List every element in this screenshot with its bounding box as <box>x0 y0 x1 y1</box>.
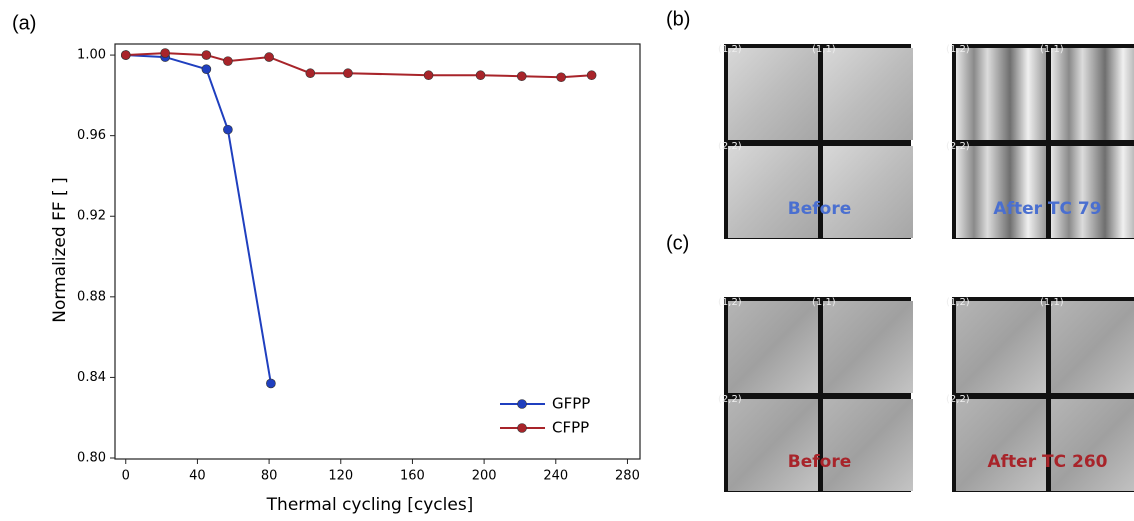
legend-label: CFPP <box>552 419 589 437</box>
x-tick-label: 80 <box>261 469 278 484</box>
image-caption: Before <box>788 199 851 219</box>
y-tick-label: 0.84 <box>77 370 106 385</box>
cell <box>1051 301 1134 393</box>
data-point <box>266 378 276 389</box>
data-point <box>223 56 233 66</box>
y-tick-label: 0.88 <box>77 289 106 304</box>
data-point <box>120 50 131 60</box>
image-caption: Before <box>788 452 851 472</box>
el-image: (1,2) (1,1) (2,2) Before <box>718 44 913 239</box>
panel-label: (a) <box>12 12 36 34</box>
cell-label: (1,2) <box>946 297 970 308</box>
data-point <box>201 50 212 60</box>
y-tick-label: 0.96 <box>77 128 106 143</box>
cell-label: (1,2) <box>946 44 970 55</box>
legend-label: GFPP <box>552 395 590 413</box>
y-tick-label: 1.00 <box>77 48 106 63</box>
cell <box>1051 48 1134 140</box>
cell <box>1051 146 1134 238</box>
el-image: (1,2) (1,1) (2,2) Before <box>718 297 913 492</box>
cell-label: (1,1) <box>1040 44 1064 55</box>
plot-frame <box>114 43 641 460</box>
cell <box>728 48 818 140</box>
cell-label: (2,2) <box>718 394 742 405</box>
cell-label: (1,2) <box>718 44 742 55</box>
cell-label: (2,2) <box>946 394 970 405</box>
cell <box>728 399 818 491</box>
cell <box>956 399 1046 491</box>
cell <box>823 146 913 238</box>
x-tick-label: 200 <box>472 469 497 484</box>
x-tick-label: 0 <box>122 469 130 484</box>
y-tick-label: 0.92 <box>77 209 106 224</box>
x-tick-label: 280 <box>615 469 640 484</box>
data-point <box>423 70 434 81</box>
data-point <box>201 64 212 74</box>
el-image: (1,2) (1,1) (2,2) After TC 79 <box>946 44 1134 239</box>
y-tick-label: 0.80 <box>77 450 106 465</box>
legend-marker <box>517 399 527 409</box>
x-tick-label: 160 <box>400 469 425 484</box>
series-line <box>125 54 272 384</box>
x-tick-label: 120 <box>328 469 353 484</box>
cell <box>956 146 1046 238</box>
cell <box>823 301 913 393</box>
panel-label: (b) <box>666 8 690 30</box>
panel-label: (c) <box>666 232 689 254</box>
x-tick-label: 40 <box>189 469 206 484</box>
data-point <box>556 72 566 83</box>
image-caption: After TC 79 <box>993 199 1101 219</box>
image-caption: After TC 260 <box>988 452 1108 472</box>
cell-label: (1,1) <box>1040 297 1064 308</box>
cell <box>823 399 913 491</box>
cell <box>1051 399 1134 491</box>
data-point <box>586 70 597 81</box>
legend-marker <box>517 423 527 433</box>
data-point <box>475 70 486 81</box>
y-axis-label: Normalized FF [ ] <box>50 177 70 322</box>
el-image: (1,2) (1,1) (2,2) After TC 260 <box>946 297 1134 492</box>
x-tick-label: 240 <box>543 469 568 484</box>
series-line <box>125 52 592 79</box>
cell-label: (2,2) <box>946 141 970 152</box>
data-point <box>343 68 353 79</box>
cell <box>956 301 1046 393</box>
data-point <box>305 68 316 79</box>
data-point <box>223 124 233 135</box>
cell <box>728 301 818 393</box>
cell-label: (2,2) <box>718 141 742 152</box>
data-point <box>160 48 170 58</box>
cell-label: (1,1) <box>812 297 836 308</box>
x-axis-label: Thermal cycling [cycles] <box>266 495 474 515</box>
data-point <box>516 71 527 82</box>
cell-label: (1,1) <box>812 44 836 55</box>
cell <box>728 146 818 238</box>
cell <box>956 48 1046 140</box>
cell <box>823 48 913 140</box>
cell-label: (1,2) <box>718 297 742 308</box>
data-point <box>264 52 274 62</box>
